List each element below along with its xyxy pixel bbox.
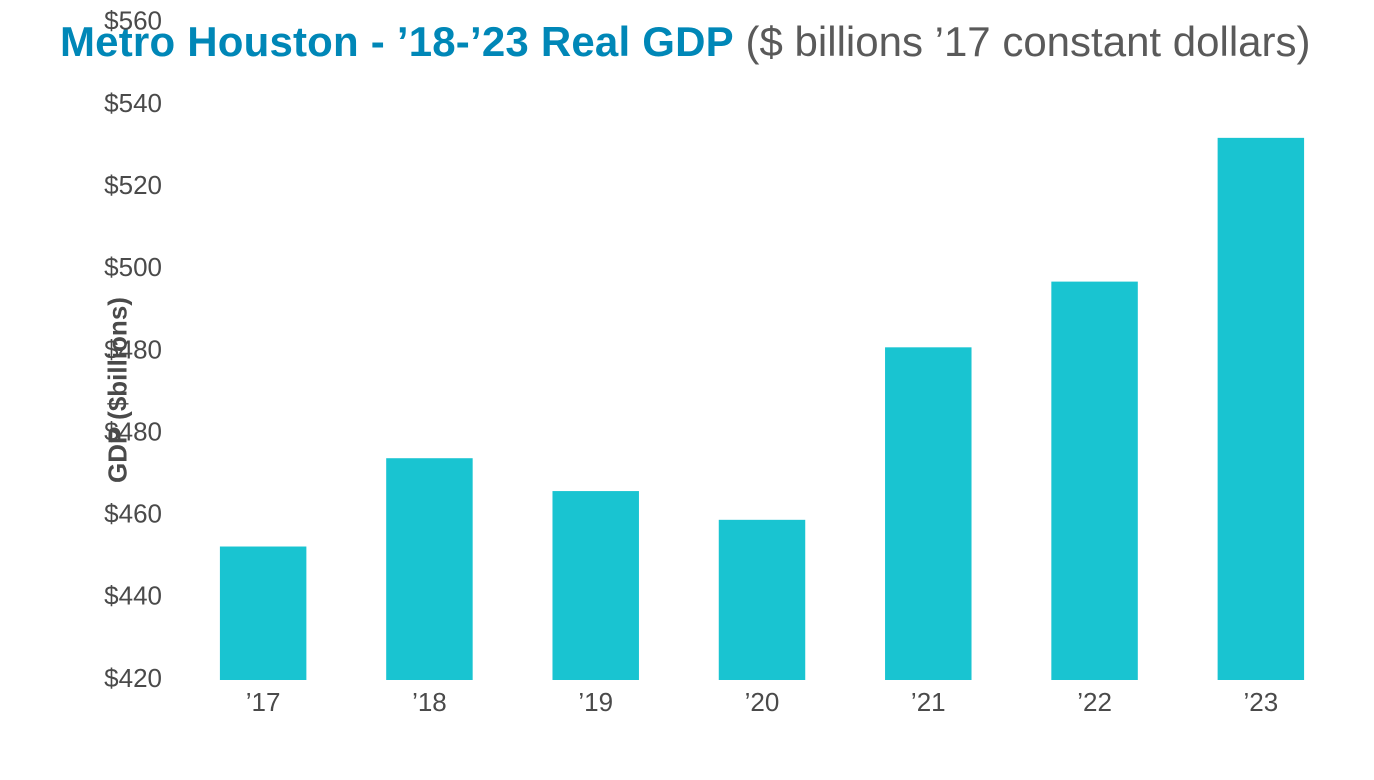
x-tick-label: ’19 — [578, 687, 613, 717]
y-axis-label: GDP ($billions) — [102, 297, 132, 483]
bar — [220, 547, 306, 680]
chart-svg: $420$440$460$480$480$500$520$540$560’17’… — [180, 95, 1344, 720]
y-tick-label: $480 — [104, 416, 162, 446]
bar — [885, 347, 971, 680]
y-tick-label: $540 — [104, 88, 162, 118]
bar — [1051, 282, 1137, 680]
y-tick-label: $460 — [104, 499, 162, 529]
x-tick-label: ’18 — [412, 687, 447, 717]
y-tick-label: $520 — [104, 170, 162, 200]
y-tick-label: $420 — [104, 663, 162, 693]
y-tick-label: $500 — [104, 252, 162, 282]
x-tick-label: ’23 — [1244, 687, 1279, 717]
bar — [1218, 138, 1304, 680]
y-axis-label-wrap: GDP ($billions) — [102, 297, 133, 483]
y-tick-label: $560 — [104, 6, 162, 36]
bar — [719, 520, 805, 680]
x-tick-label: ’17 — [246, 687, 281, 717]
bar — [552, 491, 638, 680]
chart-title-sub: ($ billions ’17 constant dollars) — [734, 18, 1311, 65]
x-tick-label: ’20 — [745, 687, 780, 717]
gdp-bar-chart: Metro Houston - ’18-’23 Real GDP ($ bill… — [0, 0, 1374, 780]
x-tick-label: ’21 — [911, 687, 946, 717]
y-tick-label: $480 — [104, 334, 162, 364]
y-tick-label: $440 — [104, 581, 162, 611]
x-tick-label: ’22 — [1077, 687, 1112, 717]
plot-area: $420$440$460$480$480$500$520$540$560’17’… — [180, 95, 1344, 720]
chart-title: Metro Houston - ’18-’23 Real GDP ($ bill… — [60, 18, 1310, 66]
bar — [386, 458, 472, 680]
